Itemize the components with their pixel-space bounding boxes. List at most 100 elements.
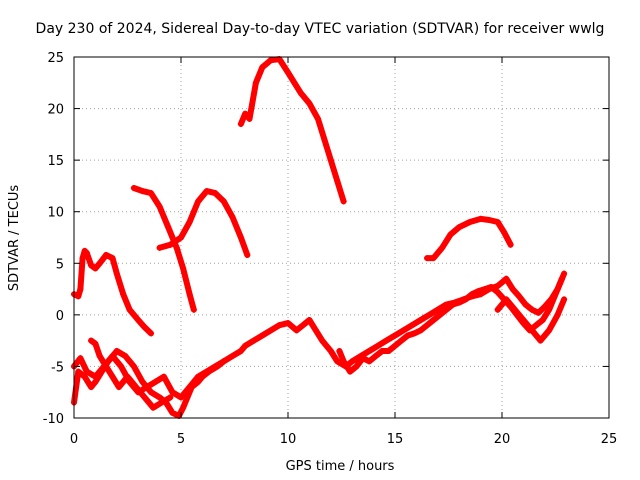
data-point (503, 296, 510, 303)
data-point (122, 353, 129, 360)
data-point (190, 306, 197, 313)
data-point (139, 188, 146, 195)
data-point (83, 368, 90, 375)
data-point (103, 363, 110, 370)
series-track-5 (424, 215, 514, 262)
data-point (96, 353, 103, 360)
data-point (537, 337, 544, 344)
data-point (447, 231, 454, 238)
data-point (195, 373, 202, 380)
data-point (77, 286, 84, 293)
data-point (92, 340, 99, 347)
data-point (392, 332, 398, 339)
data-point (130, 184, 137, 191)
data-point (88, 384, 95, 391)
data-point (398, 337, 405, 344)
data-point (366, 347, 373, 354)
data-point (561, 296, 568, 303)
data-point (237, 234, 244, 241)
data-point (178, 394, 184, 401)
data-point (449, 301, 456, 308)
data-point (75, 293, 82, 300)
y-tick-label: 10 (47, 206, 64, 221)
data-point (148, 330, 155, 337)
data-point (436, 311, 443, 318)
data-point (494, 289, 501, 296)
data-point (92, 265, 99, 272)
data-point (306, 317, 313, 324)
data-point (372, 353, 379, 360)
data-point (383, 337, 390, 344)
data-point (439, 244, 446, 251)
data-point (156, 244, 163, 251)
data-point (96, 260, 103, 267)
data-point (77, 355, 84, 362)
data-point (424, 322, 431, 329)
data-point (135, 317, 142, 324)
series-track-2 (130, 184, 197, 313)
data-point (180, 404, 187, 411)
x-tick-label: 0 (70, 432, 78, 447)
data-point (424, 255, 431, 262)
data-point (434, 306, 441, 313)
data-point (113, 270, 120, 277)
data-point (528, 306, 535, 313)
data-point (115, 384, 122, 391)
series-trace (71, 270, 568, 419)
data-point (220, 198, 227, 205)
data-point (552, 291, 559, 298)
data-point (366, 358, 373, 365)
data-point (349, 358, 356, 365)
data-point (120, 291, 127, 298)
data-point (327, 157, 334, 164)
series-track-7 (71, 353, 227, 401)
data-point (109, 353, 116, 360)
data-point (169, 389, 176, 396)
y-tick-label: 5 (56, 257, 64, 272)
data-point (141, 394, 148, 401)
x-axis-label: GPS time / hours (286, 459, 395, 474)
data-point (392, 342, 398, 349)
data-point (327, 347, 334, 354)
chart-title: Day 230 of 2024, Sidereal Day-to-day VTE… (36, 21, 605, 37)
data-point (212, 190, 219, 197)
data-point (186, 219, 193, 226)
data-point (83, 249, 90, 256)
data-point (237, 347, 244, 354)
series-track-8 (88, 337, 174, 411)
data-point (167, 394, 174, 401)
data-point (417, 317, 424, 324)
data-point (267, 327, 274, 334)
data-point (285, 320, 291, 327)
data-point (167, 241, 174, 248)
data-point (242, 110, 249, 117)
data-point (385, 347, 392, 354)
data-point (267, 57, 274, 64)
data-point (130, 363, 137, 370)
data-point (359, 355, 366, 362)
y-tick-label: -5 (51, 360, 64, 375)
series-trace (71, 247, 154, 337)
data-point (546, 306, 553, 313)
data-point (475, 288, 482, 295)
data-point (184, 394, 191, 401)
data-point (139, 378, 146, 385)
data-point (430, 255, 437, 262)
data-point (417, 327, 424, 334)
data-point (353, 363, 360, 370)
data-point (501, 229, 508, 236)
data-point (336, 347, 343, 354)
data-point (426, 311, 433, 318)
data-point (430, 317, 437, 324)
data-point (103, 252, 110, 259)
data-point (109, 373, 116, 380)
x-tick-label: 5 (177, 432, 185, 447)
data-point (220, 358, 227, 365)
data-point (494, 306, 501, 313)
data-point (347, 368, 354, 375)
data-point (558, 275, 565, 282)
data-point (133, 384, 140, 391)
data-point (488, 284, 495, 291)
y-axis-label: SDTVAR / TECUs (7, 185, 22, 292)
data-point (203, 368, 210, 375)
